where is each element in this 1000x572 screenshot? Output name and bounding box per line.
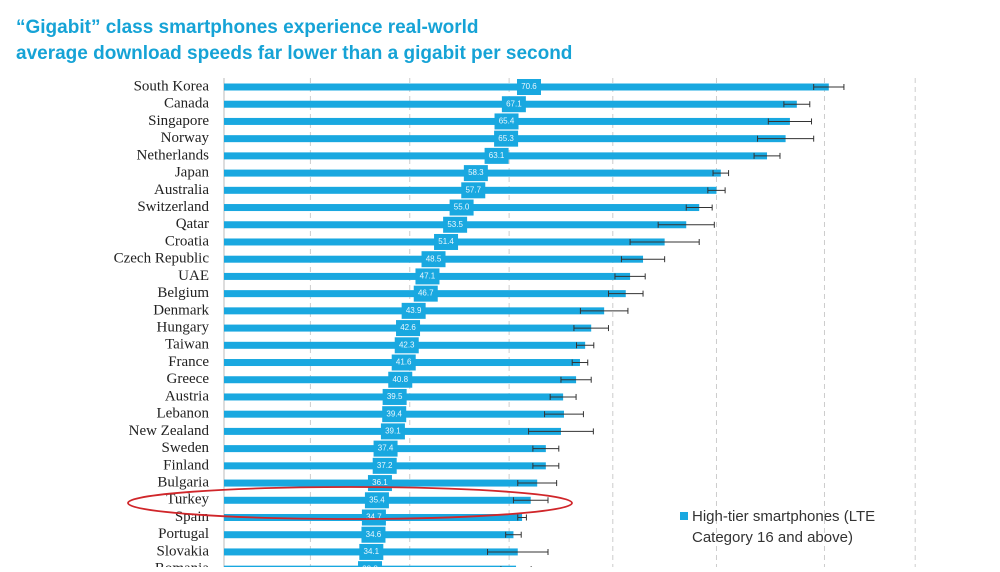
legend-swatch — [680, 512, 688, 520]
category-label: Hungary — [157, 320, 210, 336]
value-label: 65.3 — [498, 134, 514, 143]
category-label: Norway — [161, 130, 210, 146]
category-label: Bulgaria — [157, 474, 209, 490]
average-box — [373, 440, 398, 457]
value-label: 35.4 — [369, 495, 385, 504]
average-box — [359, 543, 384, 560]
category-label: UAE — [178, 268, 209, 284]
category-label: Denmark — [153, 302, 209, 318]
value-label: 34.1 — [364, 547, 380, 556]
category-label: South Korea — [134, 78, 210, 94]
category-label: Switzerland — [137, 199, 209, 215]
average-box — [484, 147, 509, 164]
average-box — [461, 182, 486, 199]
category-label: Greece — [167, 371, 210, 387]
average-box — [421, 251, 446, 268]
average-box — [449, 199, 474, 216]
value-label: 37.4 — [378, 444, 394, 453]
average-box — [361, 509, 386, 526]
category-label: Canada — [164, 96, 209, 112]
average-box — [396, 320, 421, 337]
category-label: Japan — [175, 165, 210, 181]
plot-area: South Korea 70.6 Canada 67.1 Singapore 65.4 No… — [114, 78, 916, 572]
category-label: Austria — [165, 388, 210, 404]
category-label: Taiwan — [165, 337, 209, 353]
value-label: 53.5 — [447, 220, 463, 229]
value-label: 58.3 — [468, 168, 484, 177]
category-label: Singapore — [148, 113, 209, 129]
value-label: 67.1 — [506, 99, 522, 108]
category-label: Slovakia — [157, 543, 210, 559]
average-box — [494, 130, 519, 147]
category-label: Lebanon — [157, 406, 210, 422]
highlight-ellipse — [127, 486, 573, 520]
average-box — [364, 492, 389, 509]
average-box — [415, 268, 440, 285]
value-label: 36.1 — [372, 478, 388, 487]
average-box — [516, 79, 541, 95]
value-label: 40.8 — [392, 375, 408, 384]
average-box — [494, 113, 519, 130]
average-box — [382, 406, 407, 423]
category-label: Netherlands — [137, 147, 210, 163]
value-label: 42.6 — [400, 323, 416, 332]
average-box — [380, 423, 405, 440]
category-label: Sweden — [162, 440, 210, 456]
value-label: 47.1 — [420, 272, 436, 281]
value-label: 46.7 — [418, 289, 434, 298]
category-label: Spain — [175, 509, 210, 525]
value-label: 70.6 — [521, 82, 537, 91]
average-box — [413, 285, 438, 302]
category-label: Romania — [155, 561, 209, 567]
legend-label: High-tier smartphones (LTE Category 16 an… — [692, 508, 875, 546]
category-label: France — [168, 354, 209, 370]
category-label: Czech Republic — [114, 251, 210, 267]
average-box — [401, 302, 426, 319]
value-label: 34.7 — [366, 513, 382, 522]
category-label: Turkey — [166, 492, 209, 508]
category-label: Australia — [154, 182, 209, 198]
average-box — [361, 526, 386, 543]
average-box — [382, 388, 407, 405]
category-label: New Zealand — [129, 423, 210, 439]
average-box — [443, 216, 468, 233]
value-label: 51.4 — [438, 237, 454, 246]
category-label: Qatar — [176, 216, 209, 232]
average-box — [388, 371, 413, 388]
value-label: 39.1 — [385, 427, 401, 436]
average-box — [463, 165, 488, 182]
legend-line: High-tier smartphones (LTE — [692, 508, 875, 525]
value-label: 34.6 — [366, 530, 382, 539]
value-label: 65.4 — [499, 117, 515, 126]
average-box — [372, 457, 397, 474]
value-label: 55.0 — [454, 203, 470, 212]
value-label: 43.9 — [406, 306, 422, 315]
legend-line: Category 16 and above) — [692, 529, 853, 546]
chart-title: “Gigabit” class smartphones experience r… — [16, 17, 479, 38]
category-label: Croatia — [165, 233, 209, 249]
average-box — [394, 337, 419, 354]
value-label: 57.7 — [465, 185, 481, 194]
average-box — [434, 233, 459, 250]
category-label: Finland — [163, 457, 209, 473]
value-label: 48.5 — [426, 254, 442, 263]
category-label: Portugal — [158, 526, 209, 542]
value-label: 37.2 — [377, 461, 393, 470]
average-box — [501, 96, 526, 113]
average-box — [391, 354, 416, 371]
value-label: 42.3 — [399, 340, 415, 349]
value-label: 39.5 — [387, 392, 403, 401]
chart-title: average download speeds far lower than a… — [16, 43, 572, 64]
value-label: 41.6 — [396, 358, 412, 367]
value-label: 63.1 — [489, 151, 505, 160]
value-label: 39.4 — [386, 409, 402, 418]
category-label: Belgium — [157, 285, 209, 301]
